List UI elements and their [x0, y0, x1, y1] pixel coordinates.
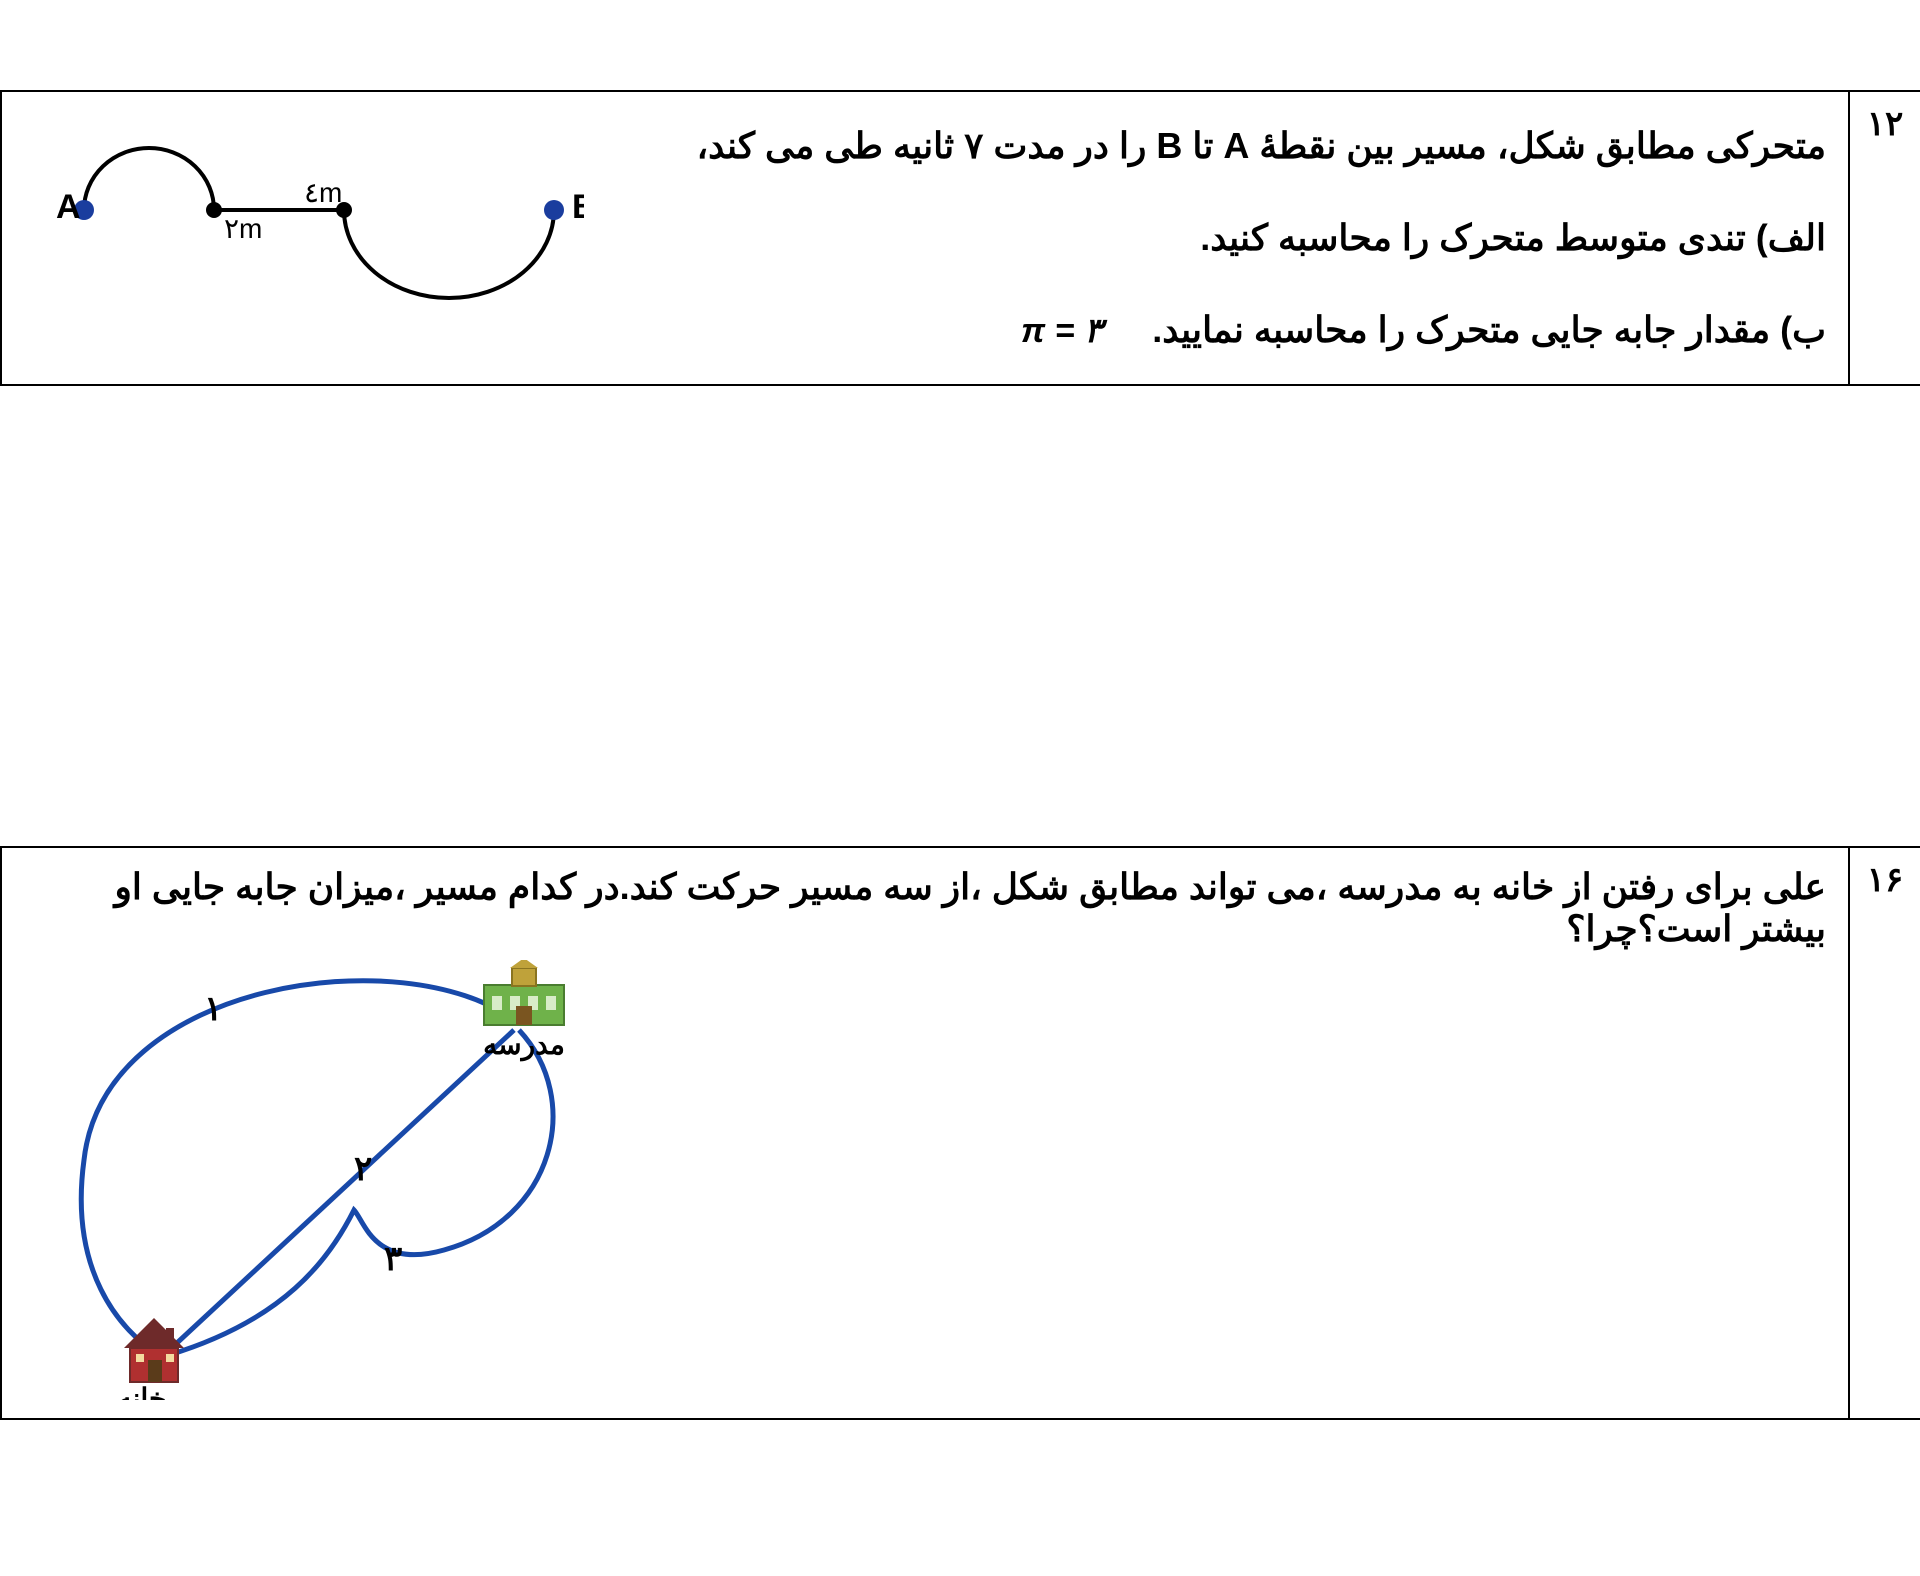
q12-inner-dot-left [206, 202, 222, 218]
q16-label-path1: ۱ [204, 990, 222, 1028]
q12-len-bottom: ۲m [224, 213, 262, 244]
q12-pi-note: π = ۳ [1021, 297, 1102, 365]
q12-len-top: ٤m [304, 177, 342, 208]
question-12-row: ۱۲ متحرکی مطابق شکل، مسیر بین نقطهٔ A تا… [0, 90, 1920, 386]
school-icon [484, 960, 564, 1025]
question-12-content: متحرکی مطابق شکل، مسیر بین نقطهٔ A تا B … [0, 92, 1848, 384]
q16-diagram: ۱ ۲ ۳ مدرسه [24, 960, 644, 1400]
question-12-text: متحرکی مطابق شکل، مسیر بین نقطهٔ A تا B … [614, 110, 1826, 366]
q16-path-1 [81, 981, 514, 1355]
question-16-row: ۱۶ علی برای رفتن از خانه به مدرسه ،می تو… [0, 846, 1920, 1420]
q12-curve [84, 148, 554, 298]
question-16-content: علی برای رفتن از خانه به مدرسه ،می تواند… [0, 848, 1848, 1418]
q16-label-path3: ۳ [384, 1240, 402, 1278]
q12-part-b: ب) مقدار جابه جایی متحرک را محاسبه نمایی… [1152, 309, 1826, 350]
q12-label-b: B [572, 188, 584, 226]
gap-between-questions [0, 386, 1920, 846]
q16-prompt: علی برای رفتن از خانه به مدرسه ،می تواند… [24, 866, 1826, 950]
q16-school-label: مدرسه [483, 1029, 565, 1062]
q16-label-path2: ۲ [354, 1150, 372, 1188]
q12-prompt: متحرکی مطابق شکل، مسیر بین نقطهٔ A تا B … [614, 110, 1826, 182]
q16-path-3 [169, 1030, 553, 1355]
q16-home-label: خانه [118, 1383, 167, 1400]
house-icon [124, 1318, 184, 1382]
q12-point-b-dot [544, 200, 564, 220]
q12-part-a: الف) تندی متوسط متحرک را محاسبه کنید. [614, 202, 1826, 274]
question-16-number: ۱۶ [1848, 848, 1920, 1418]
q12-label-a: A [56, 188, 81, 226]
q16-path-2 [164, 1030, 514, 1355]
q12-diagram: A B ٤m ۲m [24, 110, 584, 319]
question-12-number: ۱۲ [1848, 92, 1920, 384]
